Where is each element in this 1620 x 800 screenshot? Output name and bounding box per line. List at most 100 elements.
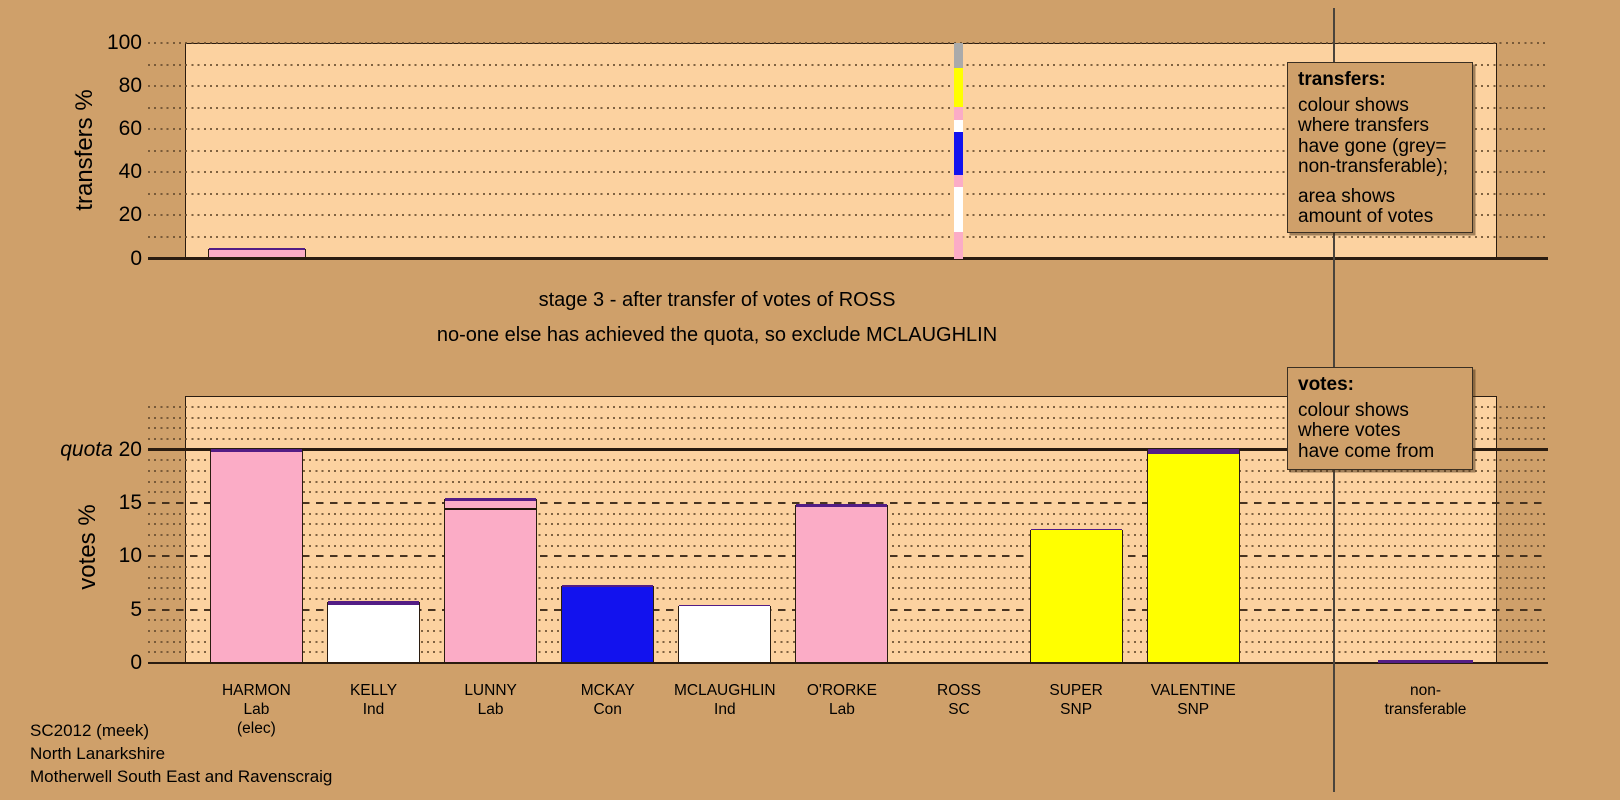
votes-gridline — [148, 502, 1548, 505]
transfers-y-tick-label: 40 — [118, 160, 142, 184]
transfers-bar-ross-segment — [953, 175, 963, 187]
votes-bar-o'rorke-segment — [796, 506, 888, 662]
candidate-name: MCLAUGHLIN — [673, 682, 776, 699]
transfers-gridline — [148, 214, 1548, 217]
votes-y-tick-label: 5 — [130, 597, 142, 621]
votes-bar-non-transferable-segment — [1378, 660, 1473, 663]
credit-line-council: North Lanarkshire — [30, 744, 166, 763]
candidate-party: SC — [948, 701, 970, 718]
transfers-gridline — [148, 192, 1548, 195]
votes-bar-mckay-segment — [562, 586, 654, 662]
credit-line-ward: Motherwell South East and Ravenscraig — [30, 767, 333, 786]
candidate-label: KELLY Ind — [294, 681, 454, 719]
votes-bar-lunny-segment — [445, 510, 537, 662]
votes-bar-harmon-segment — [210, 451, 302, 662]
quota-label: quota — [60, 437, 113, 461]
candidate-name: VALENTINE — [1150, 682, 1236, 699]
votes-gridline — [148, 416, 1548, 419]
transfers-legend: transfers: colour shows where transfers … — [1287, 62, 1473, 233]
candidate-party: Lab — [243, 701, 270, 718]
candidate-name: MCKAY — [580, 682, 635, 699]
candidate-label: HARMON Lab (elec) — [176, 681, 336, 738]
candidate-label: MCLAUGHLIN Ind — [645, 681, 805, 719]
votes-baseline — [148, 661, 1548, 665]
transfers-gridline — [148, 149, 1548, 152]
transfers-legend-body2: area shows amount of votes — [1298, 185, 1434, 227]
transfers-y-tick-label: 80 — [118, 74, 142, 98]
candidate-party: Ind — [714, 701, 736, 718]
candidate-label: SUPER SNP — [996, 681, 1156, 719]
votes-bar-lunny-segment — [445, 498, 537, 502]
transfers-y-tick-label: 0 — [130, 246, 142, 270]
candidate-label: ROSS SC — [879, 681, 1039, 719]
transfers-gridline — [148, 42, 1548, 44]
quota-value: 20 — [112, 437, 142, 461]
votes-bar-super — [1029, 529, 1123, 663]
transfers-bar-ross-segment — [953, 131, 963, 176]
transfers-gridline — [148, 85, 1548, 88]
votes-bar-mckay-segment — [562, 584, 654, 587]
votes-gridline — [148, 459, 1548, 462]
transfers-y-tick-label: 100 — [106, 31, 142, 54]
candidate-name: KELLY — [349, 682, 398, 699]
votes-bar-harmon — [209, 448, 303, 663]
transfers-bar-ross — [953, 43, 963, 259]
transfers-y-tick-label: 20 — [118, 203, 142, 227]
votes-bar-harmon-segment — [210, 448, 302, 452]
candidate-party: Con — [593, 701, 622, 718]
candidate-party: SNP — [1177, 701, 1210, 718]
transfers-y-tick-label: 60 — [118, 117, 142, 141]
votes-y-tick-label: 0 — [130, 651, 142, 674]
votes-gridline — [148, 470, 1548, 473]
transfers-bar-ross-segment — [953, 43, 963, 69]
candidate-label: VALENTINE SNP — [1113, 681, 1273, 719]
votes-gridline — [148, 491, 1548, 494]
transfers-gridline — [148, 106, 1548, 109]
transfers-legend-body1: colour shows where transfers have gone (… — [1298, 94, 1448, 177]
candidate-label: LUNNY Lab — [411, 681, 571, 719]
transfers-bar-harmon-segment — [209, 250, 305, 258]
transfers-bar-ross-segment — [953, 231, 963, 259]
votes-bar-kelly — [327, 600, 420, 663]
votes-bar-mclaughlin-segment — [679, 605, 771, 662]
votes-legend: votes: colour shows where votes have com… — [1287, 367, 1473, 470]
credit-line-election: SC2012 (meek) — [30, 721, 150, 740]
stage-title-line2: no-one else has achieved the quota, so e… — [436, 324, 998, 346]
candidate-name: LUNNY — [464, 682, 517, 699]
candidate-name: SUPER — [1049, 682, 1103, 699]
stage-title-line1: stage 3 - after transfer of votes of ROS… — [538, 289, 896, 311]
candidate-name: ROSS — [937, 682, 981, 699]
transfers-gridline — [148, 171, 1548, 174]
votes-bar-valentine — [1146, 449, 1240, 663]
quota-line — [148, 448, 1548, 451]
transfers-bar-harmon-segment — [209, 248, 305, 251]
candidate-label: O'RORKE Lab — [762, 681, 922, 719]
votes-bar-non-transferable — [1378, 660, 1473, 663]
transfers-legend-title: transfers: — [1298, 69, 1386, 90]
transfers-gridline — [148, 63, 1548, 66]
votes-gridline — [148, 480, 1548, 483]
transfers-bar-ross-segment — [953, 106, 963, 120]
candidate-note: (elec) — [237, 720, 276, 737]
transfers-gridline — [148, 128, 1548, 131]
votes-bar-lunny-segment — [445, 501, 537, 509]
non-transferable-label-line2: transferable — [1384, 701, 1467, 718]
non-transferable-label: non-transferable — [1346, 681, 1506, 719]
candidate-party: Ind — [362, 701, 385, 718]
votes-y-tick-label: 15 — [118, 491, 142, 515]
votes-y-tick-label: 10 — [118, 544, 142, 568]
votes-gridline — [148, 427, 1548, 430]
votes-gridline — [148, 438, 1548, 441]
transfers-bar-ross-segment — [953, 68, 963, 107]
votes-gridline — [148, 406, 1548, 409]
votes-bar-super-segment — [1030, 530, 1122, 662]
transfers-bar-ross-segment — [953, 119, 963, 132]
candidate-party: Lab — [828, 701, 855, 718]
votes-bar-mckay — [561, 584, 655, 663]
votes-bar-kelly-segment — [328, 604, 419, 662]
votes-bar-lunny-segment — [445, 508, 537, 511]
votes-bar-o'rorke-segment — [796, 504, 888, 507]
votes-bar-o'rorke — [795, 504, 889, 663]
transfers-gridline — [148, 235, 1548, 238]
